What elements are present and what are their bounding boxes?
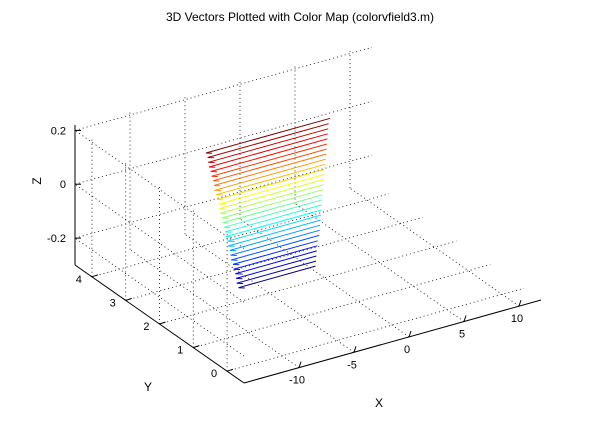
grid-line (226, 287, 525, 372)
vector-line (222, 194, 323, 224)
grid-line (74, 100, 373, 185)
vector-line (232, 240, 318, 265)
vector-line (207, 123, 329, 158)
vector-line (219, 184, 324, 214)
vector-line (216, 168, 325, 200)
vector-line (224, 204, 322, 233)
grid-line (74, 47, 373, 131)
z-tick-label: 0 (60, 179, 66, 191)
grid-line (184, 233, 355, 353)
y-tick-mark (159, 321, 166, 325)
x-axis-label: X (375, 396, 383, 410)
z-axis-label: Z (30, 177, 44, 184)
x-tick-mark (408, 330, 412, 338)
vector-line (227, 214, 322, 242)
vector-line (221, 189, 324, 219)
vector-line (208, 128, 329, 163)
vector-line (233, 245, 318, 270)
x-tick-mark (518, 299, 522, 307)
vector-line (224, 199, 323, 228)
grid-line (91, 193, 390, 278)
y-tick-mark (193, 345, 200, 349)
x-tick-label: -5 (347, 359, 357, 371)
vector-line (235, 250, 317, 275)
x-tick-mark (298, 361, 302, 368)
vector-line (218, 174, 325, 205)
axis-ticks: -10 -5 0 5 10 0 1 2 3 4 -0.2 0 0.2 (47, 125, 523, 386)
vector-line (214, 158, 326, 191)
vector-field (205, 117, 331, 289)
grid-line (349, 187, 520, 307)
y-tick-label: 3 (110, 297, 116, 309)
x-tick-label: 5 (459, 329, 465, 341)
grid-line (125, 217, 423, 301)
grid-layer (74, 47, 525, 372)
x-tick-label: 0 (404, 344, 410, 356)
vector-line (225, 209, 322, 238)
y-tick-mark (226, 368, 234, 372)
y-tick-label: 4 (76, 274, 82, 286)
vector-line (216, 163, 326, 196)
vector-line (235, 255, 317, 279)
x-axis-line (243, 299, 542, 384)
vector-line (213, 153, 327, 186)
grid-line (193, 264, 491, 348)
z-tick-label: -0.2 (47, 233, 66, 245)
vector-line (227, 219, 321, 247)
y-tick-mark (91, 274, 99, 278)
vector-line (213, 148, 327, 182)
vector-line (231, 234, 320, 261)
z-tick-label: 0.2 (51, 125, 66, 137)
y-tick-label: 1 (177, 345, 183, 357)
grid-line (239, 218, 410, 338)
chart-title: 3D Vectors Plotted with Color Map (color… (166, 10, 434, 24)
vector-line (219, 179, 325, 210)
x-tick-label: 10 (511, 313, 523, 325)
y-tick-mark (125, 297, 132, 301)
y-tick-label: 0 (211, 368, 217, 380)
grid-line (159, 240, 457, 325)
y-tick-label: 2 (143, 321, 149, 333)
y-axis-label: Y (144, 380, 152, 394)
grid-line (74, 154, 373, 239)
vector-line (205, 117, 331, 154)
grid-line (129, 249, 300, 368)
vector-line (238, 265, 316, 289)
vector-line (229, 224, 321, 251)
x-tick-mark (463, 315, 467, 322)
vector-line (230, 229, 320, 256)
x-tick-label: -10 (289, 375, 305, 387)
x-tick-mark (353, 346, 357, 353)
vector-line (236, 260, 317, 284)
vector-line (211, 143, 328, 177)
vector-line (208, 133, 328, 168)
vector-line (210, 138, 328, 172)
